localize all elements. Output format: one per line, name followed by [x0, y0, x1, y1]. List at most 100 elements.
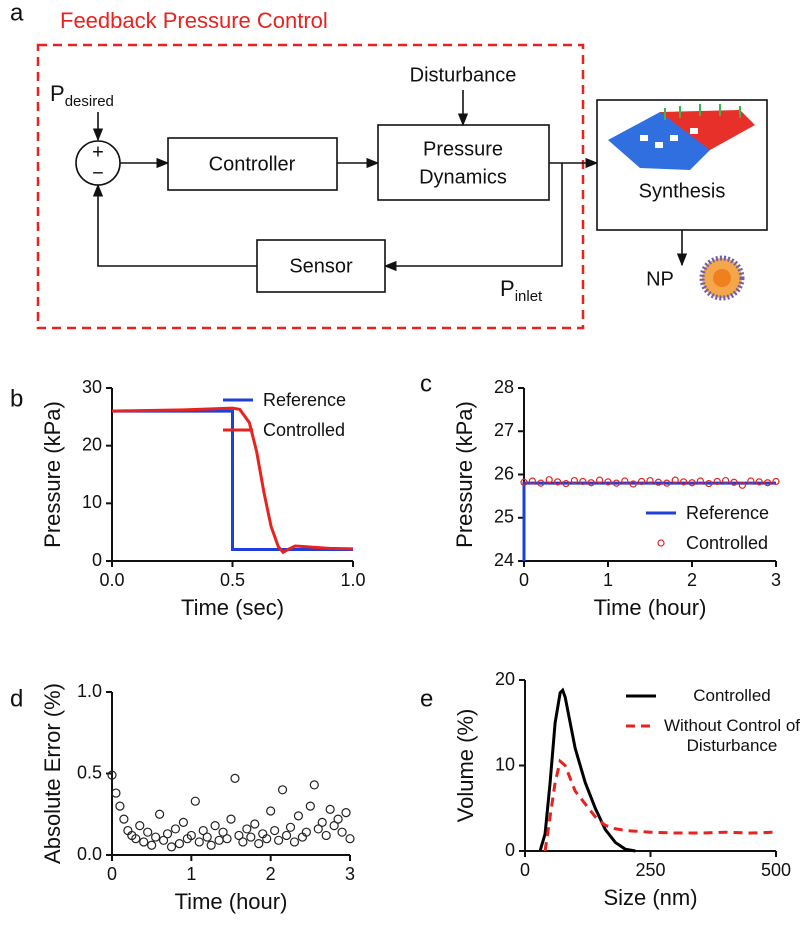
scatter-point: [562, 479, 570, 488]
scatter-point: [166, 842, 177, 852]
scatter-point: [174, 838, 185, 849]
arrow: [92, 183, 257, 267]
scatter-point: [688, 479, 696, 487]
scatter-point: [289, 837, 300, 847]
legend-label: Controlled: [693, 686, 771, 705]
x-tick-label: 3: [345, 864, 355, 884]
inlet-label: Pinlet: [500, 276, 543, 305]
line: [538, 687, 636, 853]
x-tick-label: 0.5: [220, 570, 245, 590]
chip-icon: [660, 110, 755, 150]
scatter-point: [214, 835, 224, 845]
chip-icon: [664, 104, 741, 120]
scatter-point: [151, 832, 161, 842]
scatter-point: [206, 840, 216, 850]
scatter-point: [545, 476, 553, 484]
scatter-point: [218, 827, 228, 837]
x-tick-label: 0.0: [99, 570, 124, 590]
diagram: a Feedback Pressure Control Pdesired + −…: [10, 0, 768, 330]
scatter-point: [222, 834, 232, 844]
scatter-point: [285, 822, 296, 832]
scatter-point: [528, 477, 537, 485]
scatter-point: [646, 476, 654, 485]
y-axis-title: Pressure (kPa): [40, 401, 65, 548]
y-tick-label: 10: [495, 754, 515, 774]
scatter-point: [654, 478, 663, 486]
scatter-point: [321, 830, 331, 841]
chip-icon: [640, 128, 698, 148]
scatter-point: [337, 827, 347, 837]
panel-label: d: [10, 685, 23, 712]
scatter-point: [155, 809, 165, 819]
scatter-point: [202, 832, 212, 842]
scatter-point: [663, 479, 671, 487]
scatter-point: [587, 479, 595, 487]
scatter-point: [135, 821, 145, 831]
scatter-point: [317, 817, 327, 828]
scatter-point: [738, 481, 747, 489]
controller-box: [167, 137, 338, 191]
scatter-point: [333, 814, 343, 824]
scatter-point: [147, 840, 157, 850]
scatter-point: [537, 479, 545, 487]
control-boundary: [36, 43, 585, 330]
y-tick-label: 0.5: [77, 762, 102, 782]
x-tick-label: 500: [761, 860, 791, 880]
y-tick-label: 0.0: [77, 844, 102, 864]
line: [543, 758, 777, 852]
panel-label: e: [420, 685, 433, 712]
x-tick-label: 1: [186, 864, 196, 884]
scatter-point: [520, 478, 528, 486]
scatter-point: [186, 830, 196, 841]
x-tick-label: 2: [687, 570, 697, 590]
x-axis-title: Time (hour): [175, 889, 288, 914]
scatter-point: [604, 478, 612, 486]
scatter-point: [250, 819, 260, 829]
scatter-point: [274, 835, 284, 845]
x-tick-label: 250: [635, 860, 665, 880]
np-icon: [713, 269, 731, 287]
scatter-point: [679, 478, 688, 486]
scatter-point: [553, 478, 562, 486]
scatter-point: [131, 834, 141, 844]
x-tick-label: 3: [771, 570, 781, 590]
scatter-point: [281, 830, 292, 841]
synthesis-label: Synthesis: [639, 180, 726, 202]
x-axis-title: Time (sec): [181, 595, 284, 620]
sensor-box: [256, 239, 386, 293]
scatter-point: [194, 837, 204, 847]
scatter-point: [747, 477, 755, 485]
scatter-point: [329, 821, 339, 831]
line: [111, 406, 354, 555]
scatter-point: [262, 834, 272, 844]
controller-label: Controller: [209, 153, 296, 175]
y-tick-label: 24: [494, 550, 514, 570]
scatter-point: [210, 821, 220, 831]
scatter-point: [730, 478, 738, 486]
np-label: NP: [646, 268, 674, 290]
x-tick-label: 1.0: [340, 570, 365, 590]
y-axis-title: Absolute Error (%): [40, 683, 65, 864]
dynamics-label: Pressure: [423, 138, 503, 160]
scatter-point: [713, 477, 721, 486]
x-tick-label: 0: [519, 570, 529, 590]
legend-label: Controlled: [686, 533, 769, 553]
scatter-point: [293, 811, 304, 821]
scatter-point: [755, 478, 763, 486]
panel-label: c: [420, 370, 432, 397]
y-axis-title: Volume (%): [453, 709, 478, 823]
scatter-point: [178, 817, 188, 828]
dynamics-box: [377, 124, 550, 201]
scatter-point: [119, 814, 129, 824]
scatter-point: [246, 832, 256, 842]
x-axis-title: Time (hour): [594, 595, 707, 620]
scatter-point: [270, 825, 280, 836]
x-tick-label: 0: [520, 860, 530, 880]
scatter-point: [325, 804, 335, 814]
scatter-point: [254, 838, 264, 849]
scatter-point: [107, 770, 117, 780]
scatter-point: [621, 477, 629, 485]
scatter-point: [345, 834, 355, 844]
legend-label: Reference: [686, 503, 770, 523]
